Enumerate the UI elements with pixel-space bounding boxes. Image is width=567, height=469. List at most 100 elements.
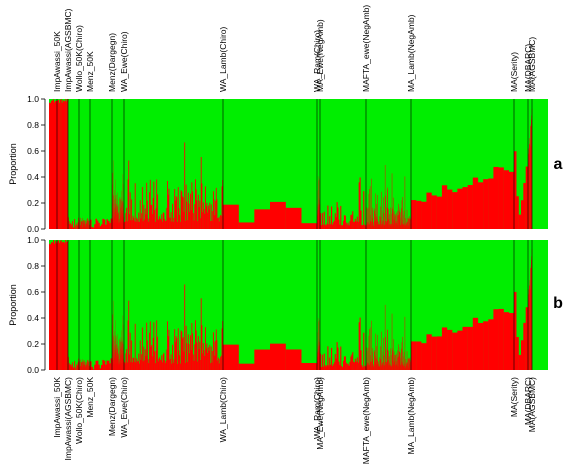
individual-bar [141,186,143,229]
individual-bar [170,354,172,370]
individual-bar [63,241,65,370]
individual-bar [348,365,350,370]
individual-bar [200,298,202,370]
individual-bar [493,166,499,229]
individual-bar [436,336,443,370]
individual-bar [508,171,515,229]
individual-bar [347,363,349,370]
individual-bar [189,211,191,229]
individual-bar [202,353,204,370]
individual-bar [346,364,348,370]
individual-bar [195,179,196,229]
individual-bar [351,214,353,229]
group-label: MA(DBARC) [523,44,533,92]
individual-bar [58,242,60,370]
individual-bar [223,344,239,370]
individual-bar [127,320,129,370]
individual-bar [150,346,152,370]
individual-bar [164,363,166,370]
individual-bar [301,223,318,229]
individual-bar [223,204,239,229]
individual-bar [177,221,178,229]
individual-bar [337,207,339,229]
individual-bar [105,364,107,370]
individual-bar [210,221,211,229]
individual-bar [350,356,352,370]
individual-bar [200,218,201,229]
individual-bar [177,328,179,370]
individual-bar [172,203,173,229]
y-tick-label: 1.0 [27,94,39,104]
individual-bar [71,364,73,370]
individual-bar [208,209,210,229]
individual-bar [133,217,135,229]
individual-bar [327,205,329,229]
individual-bar [153,181,155,229]
individual-bar [51,100,53,229]
group-label: MA_Lamb(NegAmb) [406,14,416,92]
individual-bar [147,359,149,370]
individual-bar [98,364,100,370]
individual-bar [483,321,489,370]
individual-bar [207,205,209,229]
group-label: Menz(Dargegn) [107,377,117,436]
individual-bar [200,359,201,370]
individual-bar [139,221,140,229]
individual-bar [167,336,169,370]
individual-bar [172,344,173,370]
group-label: Wollo_50K(Chiro) [74,377,84,444]
individual-bar [155,350,157,370]
individual-bar [194,344,196,370]
individual-bar [95,218,98,229]
y-axis: 0.0 0.2 0.4 0.6 0.8 1.0 Proportion [8,94,46,234]
individual-bar [74,361,76,370]
individual-bar [178,208,180,229]
individual-bar [335,358,337,370]
individual-bar [359,317,361,370]
group-label: MA(Serity) [509,377,519,417]
individual-bar [187,192,189,229]
panel-a: 0.0 0.2 0.4 0.6 0.8 1.0 Proportion a [8,94,563,234]
individual-bar [195,189,197,229]
individual-bar [348,225,350,229]
individual-bar [518,214,522,229]
individual-bar [96,360,99,370]
individual-bar [357,362,359,370]
y-tick-label: 0.2 [27,339,39,349]
individual-bar [334,353,336,370]
individual-bar [106,360,109,370]
individual-bar [346,224,348,229]
individual-bar [56,100,58,229]
y-tick-label: 0.0 [27,224,39,234]
individual-bar [183,211,185,229]
individual-bar [124,361,125,370]
individual-bar [523,182,526,229]
individual-bar [205,348,207,370]
individual-bar [190,193,191,229]
individual-bar [335,217,337,229]
individual-bar [131,220,133,229]
individual-bar [351,354,353,370]
individual-bar [472,317,479,370]
individual-bar [192,191,194,229]
individual-bar [102,218,104,229]
individual-bar [344,356,346,370]
individual-bar [166,207,168,229]
individual-bar [154,351,155,370]
individual-bar [162,354,164,370]
individual-bar [150,205,152,229]
individual-bar [343,215,345,229]
individual-bar [62,241,64,370]
individual-bar [129,214,130,229]
individual-bar [70,223,71,229]
y-tick-label: 0.2 [27,198,39,208]
individual-bar [131,199,133,229]
individual-bar [138,212,140,229]
y-tick-label: 0.8 [27,120,39,130]
individual-bar [57,99,59,229]
individual-bar [134,220,135,229]
individual-bar [354,358,357,370]
individual-bar [72,362,73,370]
individual-bar [331,365,334,370]
individual-bar [333,362,335,370]
